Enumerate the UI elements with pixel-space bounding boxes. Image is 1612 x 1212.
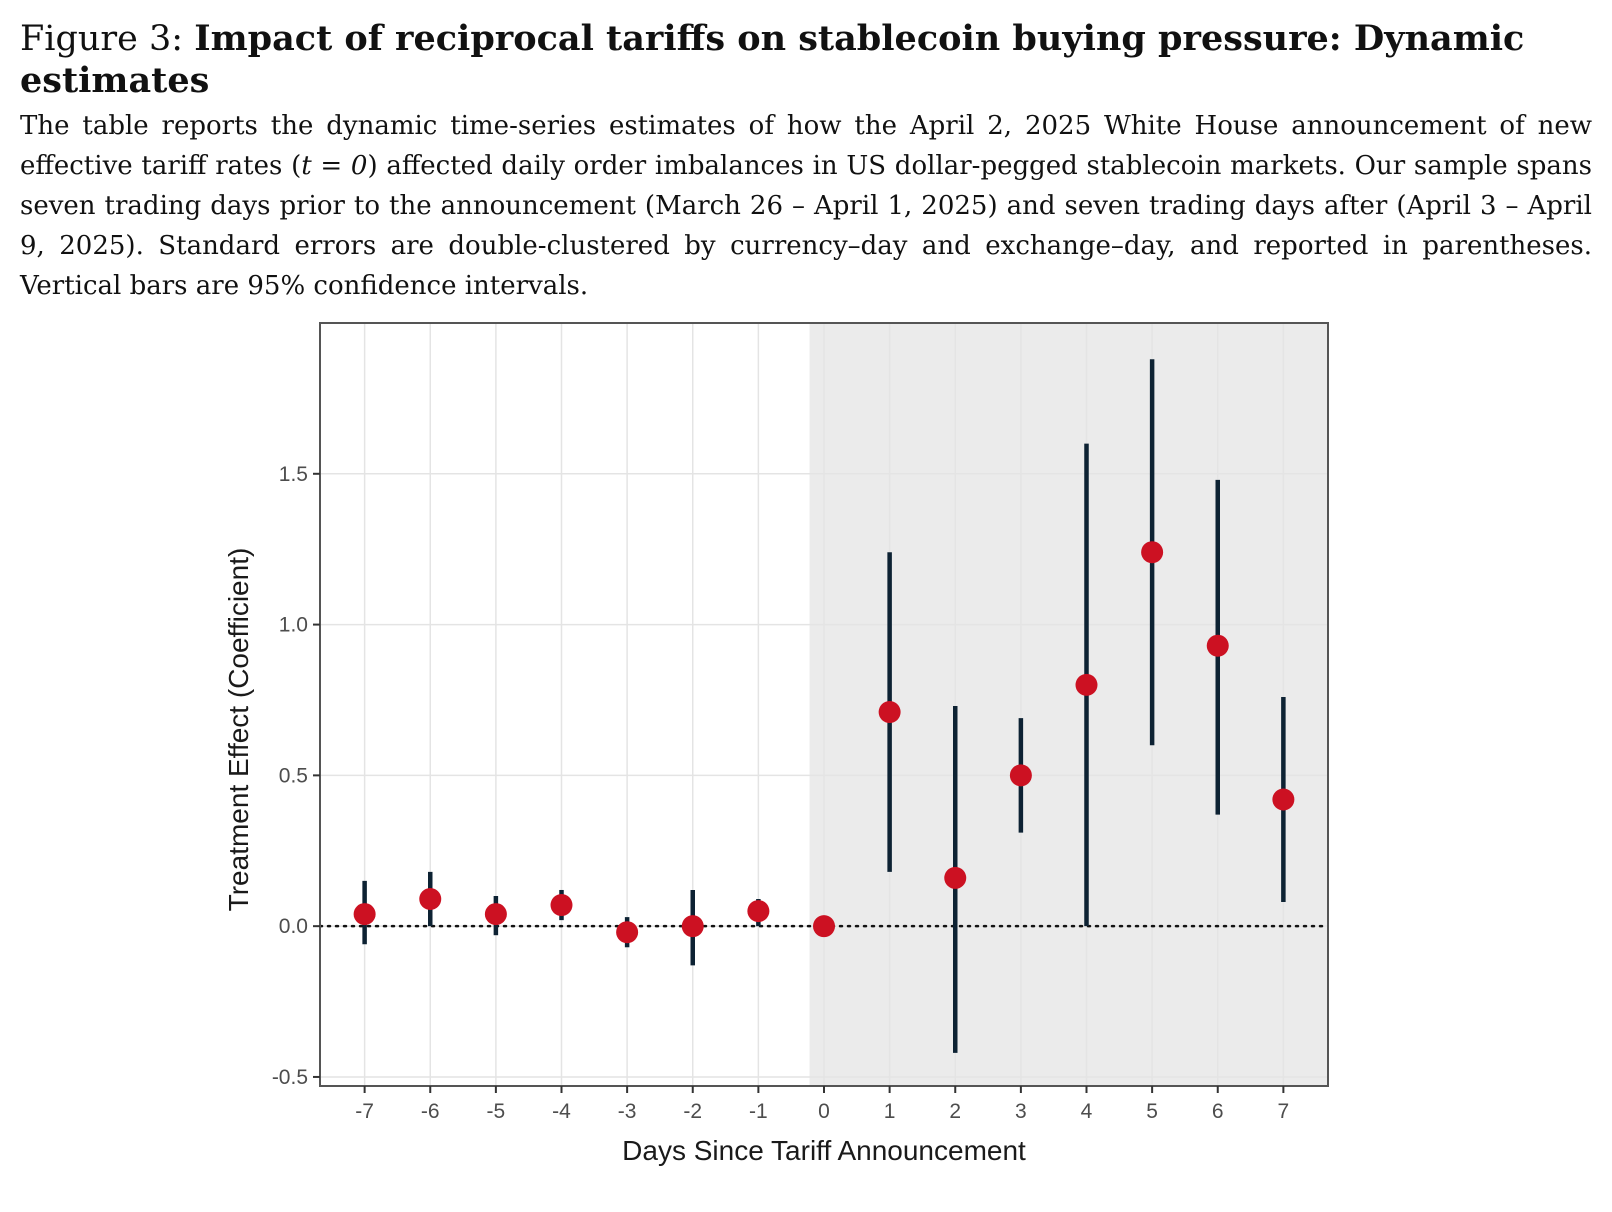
y-tick-label: 1.0 — [279, 614, 308, 637]
point-estimate — [1075, 673, 1098, 696]
figure-title: Figure 3: Impact of reciprocal tariffs o… — [20, 18, 1592, 102]
x-tick-label: -7 — [355, 1100, 374, 1123]
figure-description: The table reports the dynamic time-serie… — [20, 106, 1592, 306]
point-estimate — [878, 701, 901, 724]
x-tick-label: -6 — [421, 1100, 440, 1123]
point-estimate — [681, 915, 704, 938]
description-part-2: ) affected daily order imbalances in US … — [20, 151, 1592, 301]
point-estimate — [944, 866, 967, 889]
x-axis-title: Days Since Tariff Announcement — [622, 1135, 1026, 1166]
point-estimate — [747, 900, 770, 923]
point-estimate — [419, 888, 442, 911]
x-tick-label: 3 — [1015, 1100, 1027, 1123]
x-tick-label: -4 — [552, 1100, 571, 1123]
point-estimate — [484, 903, 507, 926]
point-estimate — [1141, 541, 1164, 564]
point-estimate — [813, 915, 835, 938]
x-tick-label: 1 — [884, 1100, 896, 1123]
x-tick-label: -3 — [618, 1100, 637, 1123]
point-estimate — [1206, 634, 1229, 657]
y-tick-label: 1.5 — [279, 463, 308, 486]
x-tick-label: 6 — [1212, 1100, 1224, 1123]
x-tick-label: 4 — [1081, 1100, 1093, 1123]
x-tick-label: 2 — [949, 1100, 961, 1123]
y-tick-label: 0.5 — [279, 764, 308, 787]
y-tick-label: 0.0 — [279, 915, 308, 938]
description-part-1: The table reports the dynamic time-serie… — [20, 111, 1592, 181]
x-tick-label: 7 — [1278, 1100, 1290, 1123]
figure-caption: Figure 3: Impact of reciprocal tariffs o… — [20, 18, 1592, 306]
figure-label: Figure 3: — [20, 19, 184, 59]
x-tick-label: 0 — [818, 1100, 830, 1123]
point-estimate — [550, 894, 573, 917]
y-tick-label: -0.5 — [272, 1066, 308, 1089]
point-estimate — [1272, 788, 1295, 811]
x-tick-label: 5 — [1146, 1100, 1158, 1123]
figure-title-text: Impact of reciprocal tariffs on stableco… — [20, 18, 1525, 101]
y-axis-title: Treatment Effect (Coefficient) — [223, 548, 254, 912]
point-estimate — [1009, 764, 1032, 787]
description-math: t = 0 — [301, 151, 368, 181]
point-estimate — [353, 903, 376, 926]
x-tick-label: -1 — [749, 1100, 768, 1123]
point-estimate — [616, 921, 639, 944]
x-tick-label: -5 — [487, 1100, 506, 1123]
x-tick-label: -2 — [683, 1100, 702, 1123]
